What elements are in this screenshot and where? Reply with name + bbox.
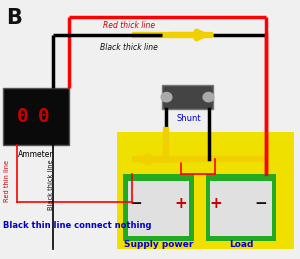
Text: 0: 0: [38, 107, 50, 126]
Text: Black thick line: Black thick line: [100, 44, 158, 52]
Bar: [128, 181, 189, 236]
Text: Black thin line connect nothing: Black thin line connect nothing: [3, 221, 152, 230]
Text: Red thin line: Red thin line: [4, 160, 10, 202]
Text: B: B: [6, 8, 22, 28]
Bar: [3, 88, 69, 145]
Text: Shunt: Shunt: [177, 114, 201, 123]
Circle shape: [161, 92, 172, 102]
Bar: [206, 174, 276, 241]
Circle shape: [203, 92, 214, 102]
Text: Load: Load: [229, 240, 254, 249]
Text: Black thick line: Black thick line: [48, 160, 54, 211]
Text: +: +: [175, 196, 188, 211]
Bar: [162, 85, 213, 109]
Text: Supply power: Supply power: [124, 240, 193, 249]
Text: +: +: [209, 196, 222, 211]
Text: −: −: [130, 196, 142, 211]
Bar: [123, 174, 194, 241]
Text: 0: 0: [16, 107, 28, 126]
Text: −: −: [254, 196, 267, 211]
Text: Ammeter: Ammeter: [18, 150, 54, 159]
Bar: [210, 181, 272, 236]
Bar: [117, 132, 294, 249]
Text: Red thick line: Red thick line: [103, 21, 155, 30]
